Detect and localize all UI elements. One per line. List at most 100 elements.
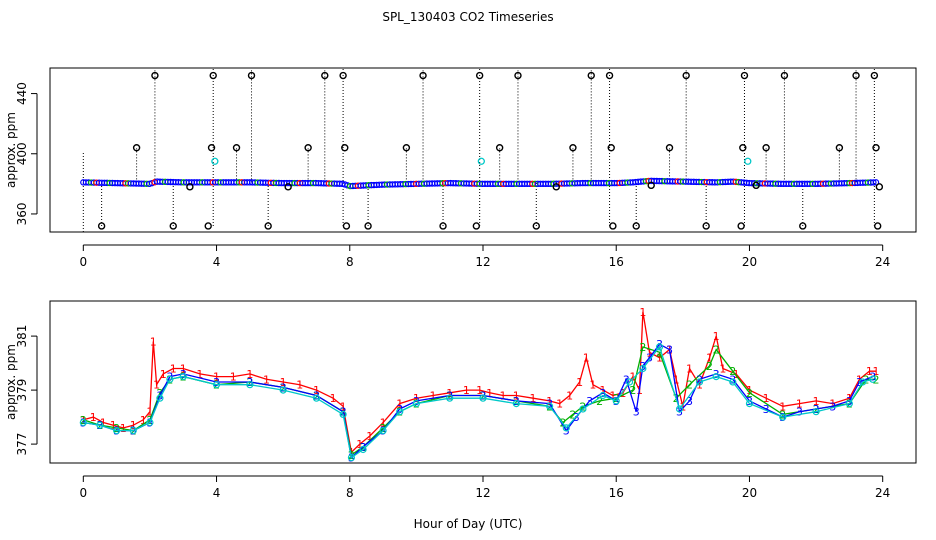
series-point-0: [359, 445, 367, 454]
x-tick-label: 16: [609, 255, 624, 269]
series-point-1: 1: [313, 384, 320, 397]
series-point-3: 3: [713, 368, 720, 381]
series-point-0: [339, 410, 347, 418]
series-point-0: [546, 402, 554, 410]
series-point-3: 3: [280, 381, 287, 394]
series-point-3: 3: [513, 395, 520, 408]
series-point-0: [812, 408, 820, 416]
series-point-1: 1: [589, 379, 596, 392]
series-point-0: [859, 378, 867, 386]
x-tick-label: 12: [475, 255, 490, 269]
series-point-1: 1: [719, 363, 726, 376]
series-point-2: 2: [713, 344, 720, 357]
series-point-2: 2: [156, 387, 163, 400]
series-point-0: [347, 454, 356, 462]
series-point-3: 3: [413, 395, 420, 408]
outlier-point: [852, 71, 860, 80]
x-tick-label: 20: [742, 486, 757, 500]
series-point-0: [396, 408, 404, 416]
series-point-1: 1: [829, 398, 836, 411]
x-tick-label: 20: [742, 255, 757, 269]
series-point-0: [845, 400, 853, 408]
y-axis-label-bottom: approx. ppm: [4, 344, 18, 420]
outlier-point: [341, 144, 349, 152]
outlier-point: [209, 71, 217, 80]
series-point-1: 1: [686, 363, 693, 376]
outlier-point: [569, 144, 577, 152]
y-tick-label: 377: [15, 433, 29, 456]
series-point-3: 3: [156, 390, 163, 403]
series-point-1: 1: [180, 363, 187, 376]
series-point-3: 3: [213, 376, 220, 389]
series-point-2: 2: [596, 395, 603, 408]
outlier-point: [870, 71, 879, 80]
series-line-1: [83, 311, 876, 454]
x-tick-label: 4: [213, 255, 221, 269]
series-point-2: 2: [656, 346, 663, 359]
series-point-0: [639, 364, 647, 373]
outlier-point: [304, 144, 312, 152]
outlier-point: [342, 222, 351, 230]
series-point-3: 3: [446, 390, 453, 403]
x-tick-label: 4: [213, 486, 221, 500]
series-point-1: 1: [296, 379, 303, 392]
outlier-point: [169, 222, 177, 230]
series-point-1: 1: [170, 363, 177, 376]
outlier-point: [514, 71, 522, 80]
series-point-3: 3: [813, 403, 820, 416]
series-point-1: 1: [619, 387, 626, 400]
series-point-1: 1: [679, 400, 686, 413]
series-point-1: 1: [263, 373, 270, 386]
outlier-point: [495, 144, 504, 152]
outlier-point: [339, 71, 347, 80]
series-point-1: 1: [196, 368, 203, 381]
series-point-0: [146, 418, 154, 427]
series-point-3: 3: [360, 441, 367, 454]
series-point-1: 1: [476, 384, 483, 397]
series-point-0: [625, 378, 634, 386]
series-point-3: 3: [313, 390, 320, 403]
outlier-point: [780, 71, 789, 80]
series-point-3: 3: [396, 403, 403, 416]
series-point-1: 1: [280, 376, 287, 389]
series-point-0: [779, 413, 787, 421]
series-point-1: 1: [873, 365, 880, 378]
series-point-3: 3: [586, 395, 593, 408]
series-point-3: 3: [180, 368, 187, 381]
x-tick-label: 24: [875, 255, 890, 269]
series-point-0: [579, 405, 587, 413]
series-point-1: 1: [609, 390, 616, 403]
series-point-2: 2: [569, 408, 576, 421]
series-point-3: 3: [623, 373, 630, 386]
series-point-1: 1: [160, 368, 167, 381]
outlier-point: [472, 222, 481, 230]
y-tick-label: 360: [15, 202, 29, 225]
series-point-3: 3: [340, 406, 347, 419]
series-point-1: 1: [140, 414, 147, 427]
series-point-0: [312, 394, 321, 402]
series-point-1: 1: [90, 411, 97, 424]
series-point-1: 1: [646, 346, 653, 359]
outlier-point: [207, 144, 216, 152]
series-point-1: 1: [330, 392, 337, 405]
series-point-1: 1: [529, 392, 536, 405]
x-tick-label: 0: [79, 486, 87, 500]
y-tick-label: 381: [15, 325, 29, 348]
series-point-3: 3: [166, 371, 173, 384]
series-point-1: 1: [153, 379, 160, 392]
series-point-1: 1: [733, 368, 740, 381]
x-axis-label: Hour of Day (UTC): [414, 517, 523, 531]
series-point-1: 1: [856, 373, 863, 386]
outlier-point: [186, 183, 194, 191]
series-line-0: [83, 345, 873, 459]
outlier-point: [552, 183, 560, 191]
series-point-0: [129, 427, 137, 435]
series-point-1: 1: [763, 392, 770, 405]
series-point-1: 1: [150, 336, 157, 349]
series-point-1: 1: [246, 368, 253, 381]
outlier-point: [835, 144, 844, 152]
series-point-1: 1: [629, 371, 636, 384]
series-point-0: [479, 394, 487, 402]
series-point-2: 2: [686, 379, 693, 392]
outlier-point: [587, 71, 595, 80]
